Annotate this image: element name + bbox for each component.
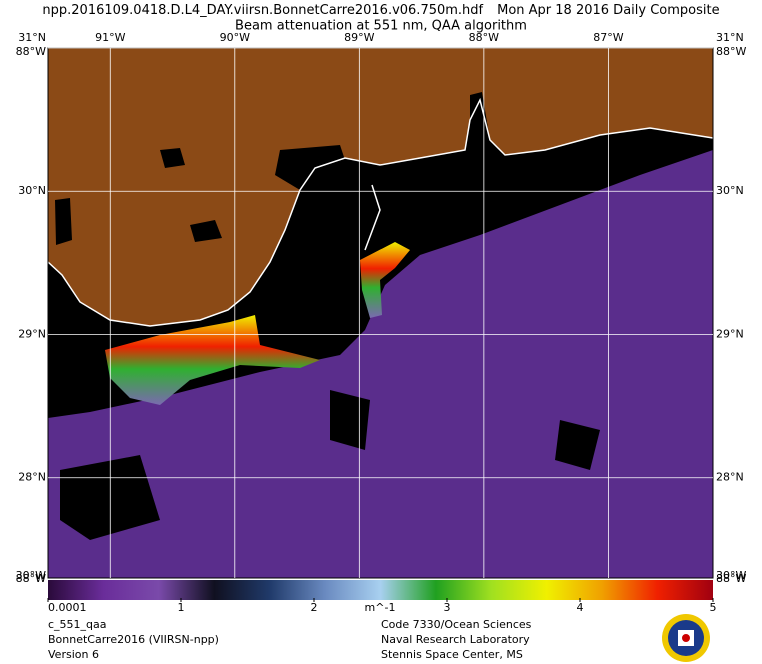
title: npp.2016109.0418.D.L4_DAY.viirsn.BonnetC… — [42, 3, 719, 18]
y-tick-label: 29°N — [716, 327, 744, 340]
corner-label: 30°W — [716, 569, 746, 582]
y-tick-label: 28°N — [716, 471, 744, 484]
footer-right: Stennis Space Center, MS — [381, 648, 523, 661]
subtitle: Beam attenuation at 551 nm, QAA algorith… — [235, 19, 527, 34]
x-tick-label: 89°W — [344, 31, 374, 44]
footer-right: Naval Research Laboratory — [381, 633, 530, 646]
y-tick-label: 31°N — [18, 31, 46, 44]
colorbar-tick-label: 5 — [710, 601, 717, 614]
y-tick-label: 31°N — [716, 31, 744, 44]
colorbar-tick-label: 0.0001 — [48, 601, 87, 614]
y-tick-label: 29°N — [18, 327, 46, 340]
date: Mon Apr 18 2016 Daily Composite — [497, 3, 719, 18]
colorbar-unit: m^-1 — [365, 601, 396, 614]
y-tick-label: 28°N — [18, 471, 46, 484]
x-tick-label: 87°W — [593, 31, 623, 44]
map-image — [47, 48, 714, 578]
footer-left: c_551_qaa — [48, 618, 107, 631]
file-name: npp.2016109.0418.D.L4_DAY.viirsn.BonnetC… — [42, 3, 483, 18]
corner-label: 88°W — [716, 572, 746, 585]
corner-label: 88°W — [716, 45, 746, 58]
colorbar-tick-label: 4 — [576, 601, 583, 614]
logo — [662, 614, 710, 662]
corner-label: 30°W — [16, 569, 46, 582]
y-tick-label: 30°N — [716, 184, 744, 197]
corner-label: 88°W — [16, 45, 46, 58]
colorbar — [48, 580, 713, 600]
x-tick-label: 91°W — [95, 31, 125, 44]
footer-right: Code 7330/Ocean Sciences — [381, 618, 532, 631]
colorbar-tick-label: 3 — [443, 601, 450, 614]
corner-label: 88°W — [16, 572, 46, 585]
x-tick-label: 88°W — [469, 31, 499, 44]
colorbar-tick-label: 2 — [310, 601, 317, 614]
y-tick-label: 30°N — [18, 184, 46, 197]
footer-left: BonnetCarre2016 (VIIRSN-npp) — [48, 633, 219, 646]
colorbar-tick-label: 1 — [177, 601, 184, 614]
footer-left: Version 6 — [48, 648, 99, 661]
x-tick-label: 90°W — [220, 31, 250, 44]
